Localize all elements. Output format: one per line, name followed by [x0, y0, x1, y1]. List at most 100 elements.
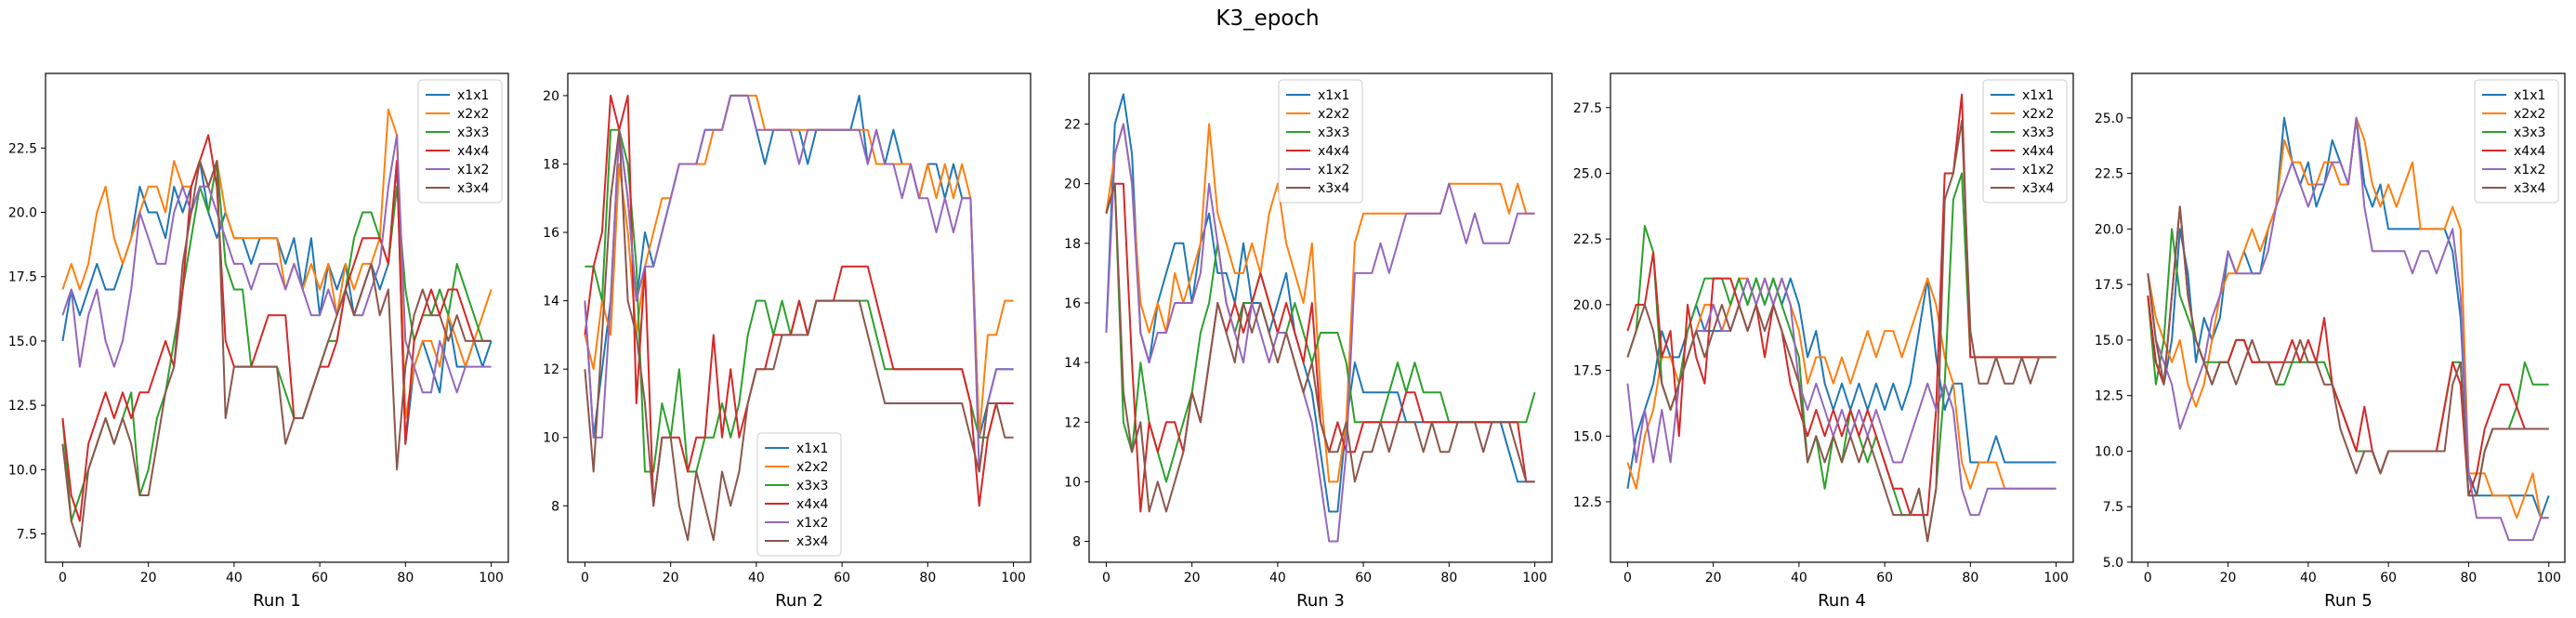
x-tick-label: 100	[1001, 571, 1026, 585]
legend-label-x4x4: x4x4	[796, 497, 828, 512]
y-tick-label: 20.0	[1573, 298, 1602, 313]
legend-label-x3x4: x3x4	[2514, 181, 2545, 196]
x-tick-label: 80	[397, 571, 414, 585]
x-tick-label: 80	[919, 571, 936, 585]
subplot-4: 0 20 40 60 80 100 12.5 15.0 17.5 20.0 22.5 25.0 27.5…	[1573, 72, 2074, 611]
series-group	[1626, 93, 2057, 543]
x-axis-label: Run 4	[1818, 591, 1866, 611]
y-tick-label: 15.0	[8, 335, 37, 349]
x-axis-label: Run 3	[1296, 591, 1345, 611]
x-tick-label: 40	[1269, 571, 1286, 585]
y-tick-label: 16	[1064, 296, 1081, 311]
y-tick-label: 15.0	[2095, 334, 2123, 348]
x-tick-label: 20	[1705, 571, 1722, 585]
x-axis-label: Run 2	[775, 591, 823, 611]
legend-label-x3x4: x3x4	[1318, 181, 1349, 196]
series-line-x1x2	[1626, 277, 2057, 517]
x-tick-label: 80	[2461, 571, 2477, 585]
legend-box	[417, 79, 503, 204]
legend-label-x4x4: x4x4	[457, 144, 489, 159]
x-tick-label: 100	[479, 571, 504, 585]
legend-label-x4x4: x4x4	[2022, 144, 2054, 159]
x-tick-label: 100	[1522, 571, 1547, 585]
x-tick-label: 80	[1962, 571, 1978, 585]
series-line-x4x4	[61, 134, 492, 522]
y-tick-label: 7.5	[17, 528, 37, 543]
y-tick-label: 25.0	[2095, 112, 2123, 126]
legend-label-x3x4: x3x4	[457, 181, 489, 196]
series-line-x3x4	[61, 160, 492, 548]
y-tick-label: 8	[1072, 535, 1081, 550]
x-axis-label: Run 1	[253, 591, 301, 611]
legend-label-x1x1: x1x1	[457, 88, 489, 103]
legend-label-x1x2: x1x2	[457, 163, 489, 178]
y-tick-label: 8	[551, 499, 559, 514]
legend-label-x1x1: x1x1	[1318, 88, 1349, 103]
y-tick-label: 10.0	[8, 463, 37, 478]
legend-label-x1x1: x1x1	[2022, 88, 2054, 103]
axes-frame	[1610, 72, 2074, 563]
series-line-x3x4	[1105, 182, 1535, 513]
x-tick-label: 60	[1355, 571, 1372, 585]
y-tick-label: 22.5	[8, 141, 37, 156]
subplot-5: 0 20 40 60 80 100 5.0 7.5 10.0 12.5 15.0 17.5 20.0 22…	[2095, 72, 2566, 611]
axes-frame	[1088, 72, 1553, 563]
legend-box	[1982, 79, 2068, 204]
legend-box	[2474, 79, 2559, 204]
y-tick-label: 17.5	[1573, 364, 1602, 379]
legend-label-x2x2: x2x2	[2022, 107, 2054, 122]
legend-label-x3x3: x3x3	[2022, 125, 2054, 140]
axes-frame	[45, 72, 509, 563]
x-tick-label: 60	[2380, 571, 2397, 585]
legend: x1x1 x2x2 x3x3 x4x4 x1x2 x3x4	[1982, 79, 2068, 204]
y-tick-label: 27.5	[1573, 101, 1602, 116]
subplot-2: 0 20 40 60 80 100 8 10 12 14 16 18 20 Run 2 x1x1 x2x2 x3…	[543, 72, 1032, 611]
legend-label-x2x2: x2x2	[796, 460, 828, 475]
y-tick-label: 10	[543, 431, 559, 446]
x-tick-label: 80	[1440, 571, 1457, 585]
x-axis-label: Run 5	[2324, 591, 2372, 611]
y-tick-label: 10	[1064, 475, 1081, 490]
legend-label-x4x4: x4x4	[2514, 144, 2545, 159]
legend-label-x1x2: x1x2	[2022, 163, 2054, 178]
legend: x1x1 x2x2 x3x3 x4x4 x1x2 x3x4	[2474, 79, 2559, 204]
series-group	[61, 108, 493, 548]
y-tick-label: 18	[543, 157, 559, 172]
y-tick-label: 16	[543, 226, 559, 241]
legend-label-x2x2: x2x2	[2514, 107, 2545, 122]
y-tick-label: 20	[1064, 178, 1081, 192]
series-line-x1x2	[1105, 123, 1535, 543]
legend-label-x2x2: x2x2	[1318, 107, 1349, 122]
x-tick-label: 60	[311, 571, 328, 585]
legend-box	[756, 432, 842, 557]
legend-label-x2x2: x2x2	[457, 107, 489, 122]
series-line-x3x4	[584, 128, 1014, 542]
x-tick-label: 0	[59, 571, 67, 585]
legend: x1x1 x2x2 x3x3 x4x4 x1x2 x3x4	[756, 432, 842, 557]
y-tick-label: 12.5	[2095, 389, 2123, 404]
axes-frame	[567, 72, 1032, 563]
series-line-x2x2	[1626, 277, 2057, 490]
series-line-x1x2	[2147, 116, 2549, 542]
legend-label-x3x3: x3x3	[457, 125, 489, 140]
y-tick-label: 18	[1064, 237, 1081, 252]
x-tick-label: 20	[2220, 571, 2237, 585]
subplot-panels: 0 20 40 60 80 1007.510.012.515.017.520.022.5R…	[8, 72, 2566, 611]
series-group	[1105, 93, 1536, 543]
y-tick-label: 15.0	[1573, 429, 1602, 444]
x-tick-label: 0	[581, 571, 589, 585]
y-tick-label: 22.5	[1573, 232, 1602, 247]
y-tick-label: 25.0	[1573, 166, 1602, 181]
x-tick-label: 40	[226, 571, 243, 585]
y-tick-label: 7.5	[2103, 500, 2123, 515]
y-tick-label: 20	[543, 89, 559, 104]
y-tick-label: 22	[1064, 118, 1081, 133]
x-tick-label: 40	[2300, 571, 2317, 585]
y-tick-label: 22.5	[2095, 167, 2123, 182]
legend-label-x3x4: x3x4	[2022, 181, 2054, 196]
legend-label-x1x1: x1x1	[796, 441, 828, 456]
x-tick-label: 20	[140, 571, 157, 585]
x-tick-label: 20	[1184, 571, 1201, 585]
x-tick-label: 100	[2536, 571, 2561, 585]
